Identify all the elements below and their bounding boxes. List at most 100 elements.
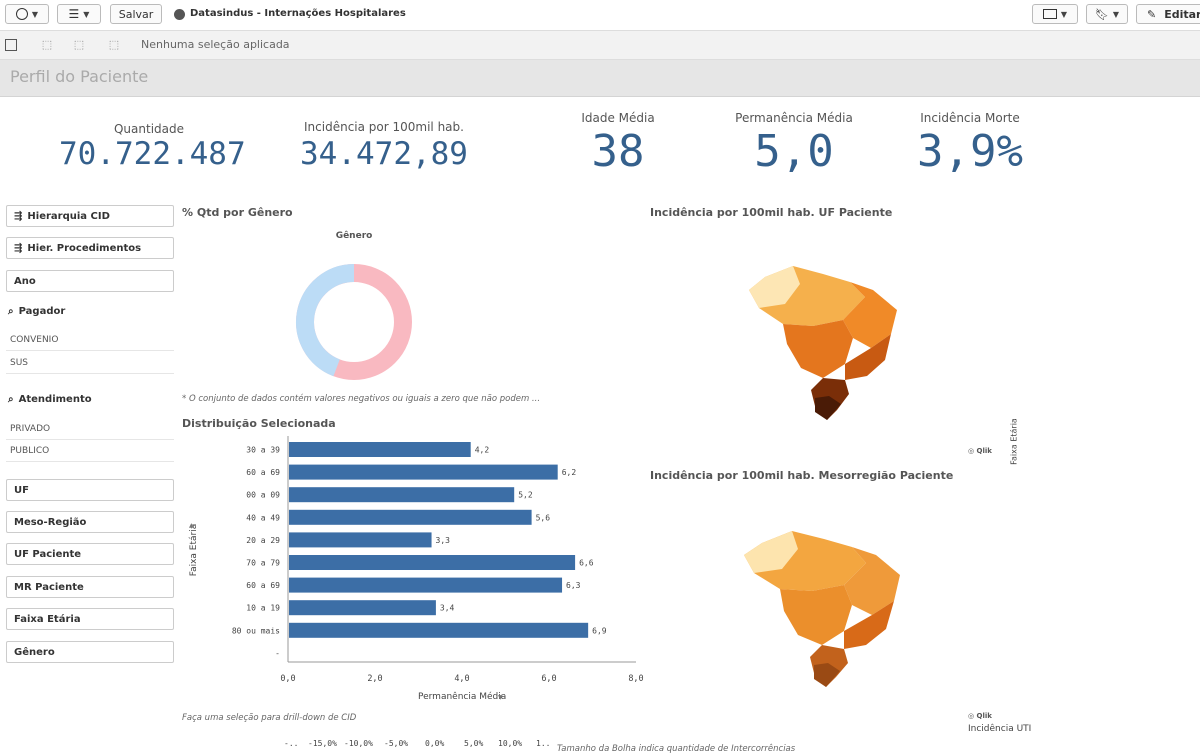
bar[interactable] bbox=[289, 532, 432, 548]
map-region-south-lower bbox=[815, 396, 841, 420]
filter-uf[interactable]: UF bbox=[6, 479, 174, 501]
top-toolbar: ▼ ☰ ▼ Salvar Datasindus - Internações Ho… bbox=[0, 0, 1200, 31]
donut-slice-male[interactable] bbox=[296, 264, 355, 377]
smart-search-icon[interactable] bbox=[5, 39, 17, 51]
search-icon: ⌕ bbox=[8, 394, 14, 405]
bookmark-button[interactable]: 🔖︎ ▼ bbox=[1086, 4, 1128, 24]
chevron-down-icon: ▼ bbox=[83, 9, 90, 19]
filter-atendimento-header[interactable]: ⌕ Atendimento bbox=[8, 394, 92, 405]
bubble-axis-tick: 0,0% bbox=[425, 739, 445, 748]
map-region-south-lower bbox=[814, 663, 840, 687]
clear-selections-icon[interactable]: ⬚ bbox=[108, 38, 120, 51]
filter-atendimento-title: Atendimento bbox=[18, 394, 92, 405]
bubble-axis-tick: -10,0% bbox=[344, 739, 373, 748]
kpi-incidencia-label: Incidência por 100mil hab. bbox=[304, 120, 464, 134]
filter-ano[interactable]: Ano bbox=[6, 270, 174, 292]
map-region-northwest bbox=[749, 266, 800, 308]
cid-drilldown-note: Faça uma seleção para drill-down de CID bbox=[182, 713, 357, 723]
chevron-down-icon: ▼ bbox=[1060, 9, 1068, 19]
kpi-permanencia-label: Permanência Média bbox=[735, 111, 853, 125]
map-meso-title: Incidência por 100mil hab. Mesorregião P… bbox=[650, 469, 954, 482]
filter-hier-procedimentos[interactable]: ⇶ Hier. Procedimentos bbox=[6, 237, 174, 259]
bar-value-label: 3,4 bbox=[440, 604, 455, 613]
map-region-northeast bbox=[843, 282, 897, 348]
donut-subtitle: Gênero bbox=[335, 231, 373, 241]
bar-chart-x-tick: 8,0 bbox=[628, 674, 643, 684]
bar[interactable] bbox=[289, 487, 515, 503]
bar-value-label: 3,3 bbox=[436, 536, 451, 545]
filter-pagador-title: Pagador bbox=[18, 306, 66, 317]
filter-atendimento-item[interactable]: PUBLICO bbox=[6, 440, 174, 462]
screen-icon bbox=[1042, 9, 1057, 19]
filter-pagador-item[interactable]: CONVENIO bbox=[6, 329, 174, 351]
filter-genero[interactable]: Gênero bbox=[6, 641, 174, 663]
kpi-quantidade-label: Quantidade bbox=[113, 122, 185, 136]
bar-category-label: 60 a 69 bbox=[246, 468, 280, 477]
kpi-idade-label: Idade Média bbox=[581, 111, 655, 125]
map-region-northwest bbox=[744, 531, 798, 573]
filter-mr-paciente[interactable]: MR Paciente bbox=[6, 576, 174, 598]
bar-category-label: 00 a 09 bbox=[246, 491, 280, 500]
present-button[interactable]: ▼ bbox=[1032, 4, 1078, 24]
bar-chart-x-tick: 4,0 bbox=[454, 674, 469, 684]
map-uf-legend: Faixa Etária bbox=[1009, 418, 1019, 465]
selections-bar: ⬚ ⬚ ⬚ Nenhuma seleção aplicada bbox=[0, 31, 1200, 60]
filter-pagador-item[interactable]: SUS bbox=[6, 352, 174, 374]
edit-button[interactable]: ✎ Editar bbox=[1136, 4, 1200, 24]
bubble-note: Tamanho da Bolha indica quantidade de In… bbox=[557, 744, 796, 754]
edit-label: Editar bbox=[1164, 7, 1200, 21]
step-forward-icon[interactable]: ⬚ bbox=[73, 38, 85, 51]
bar-chart-x-tick: 6,0 bbox=[541, 674, 556, 684]
bar-category-label: 40 a 49 bbox=[246, 513, 280, 522]
map-uf[interactable] bbox=[745, 262, 900, 424]
bubble-axis-tick: 1.. bbox=[536, 739, 551, 748]
filter-meso-regiao[interactable]: Meso-Região bbox=[6, 511, 174, 533]
map-region-center bbox=[780, 585, 852, 645]
xlabel-caret-icon[interactable]: ▼ bbox=[498, 694, 503, 701]
sort-caret-icon[interactable]: ▲ bbox=[189, 522, 194, 529]
filter-pagador-header[interactable]: ⌕ Pagador bbox=[8, 306, 65, 317]
bar-chart-xlabel: Permanência Média bbox=[418, 692, 507, 702]
sheet-header: Perfil do Paciente bbox=[0, 60, 1200, 97]
bar[interactable] bbox=[289, 577, 563, 593]
bar[interactable] bbox=[289, 442, 471, 457]
bubble-axis-tick: -5,0% bbox=[384, 739, 409, 748]
bar-category-label: 80 ou mais bbox=[232, 626, 280, 635]
bubble-axis-tick: 10,0% bbox=[498, 739, 523, 748]
bar-value-label: 6,6 bbox=[579, 559, 594, 568]
navigation-menu-button[interactable]: ▼ bbox=[5, 4, 49, 24]
bar[interactable] bbox=[289, 555, 576, 570]
bar-value-label: 5,2 bbox=[518, 491, 533, 500]
app-icon bbox=[174, 9, 185, 20]
kpi-incidencia-value: 34.472,89 bbox=[300, 136, 468, 172]
bar[interactable] bbox=[289, 509, 532, 525]
bar-value-label: 4,2 bbox=[475, 446, 490, 455]
filter-faixa-etaria[interactable]: Faixa Etária bbox=[6, 608, 174, 630]
compass-icon bbox=[15, 8, 28, 20]
save-button[interactable]: Salvar bbox=[110, 4, 162, 24]
list-icon: ☰ bbox=[68, 7, 80, 21]
map-meso-credit: ◎ Qlik bbox=[968, 712, 992, 720]
sheet-title: Perfil do Paciente bbox=[10, 67, 149, 86]
list-menu-button[interactable]: ☰ ▼ bbox=[57, 4, 101, 24]
map-region-southeast bbox=[844, 601, 894, 649]
filter-atendimento-item[interactable]: PRIVADO bbox=[6, 418, 174, 440]
bar-chart-title: Distribuição Selecionada bbox=[182, 417, 336, 430]
bubble-axis: -.. -15,0% -10,0% -5,0% 0,0% 5,0% 10,0% … bbox=[284, 739, 554, 753]
bar[interactable] bbox=[289, 622, 589, 638]
filter-hierarquia-cid[interactable]: ⇶ Hierarquia CID bbox=[6, 205, 174, 227]
chevron-down-icon: ▼ bbox=[31, 9, 39, 19]
bubble-axis-tick: -15,0% bbox=[308, 739, 337, 748]
filter-uf-paciente[interactable]: UF Paciente bbox=[6, 543, 174, 565]
bar-value-label: 6,2 bbox=[562, 468, 577, 477]
filter-hier-procedimentos-label: Hier. Procedimentos bbox=[27, 242, 142, 254]
kpi-permanencia-value: 5,0 bbox=[754, 126, 834, 177]
bubble-axis-tick: 5,0% bbox=[464, 739, 484, 748]
map-uf-title: Incidência por 100mil hab. UF Paciente bbox=[650, 206, 893, 219]
step-back-icon[interactable]: ⬚ bbox=[41, 38, 53, 51]
bar[interactable] bbox=[289, 600, 436, 616]
map-meso[interactable] bbox=[740, 525, 905, 690]
bar[interactable] bbox=[289, 464, 558, 480]
app-title: Datasindus - Internações Hospitalares bbox=[190, 8, 406, 19]
